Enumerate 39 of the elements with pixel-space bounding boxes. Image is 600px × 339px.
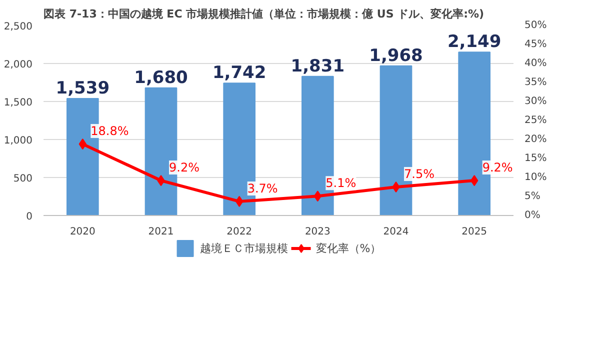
data-label: 2,149 — [447, 32, 502, 52]
legend-label: 変化率（%） — [316, 240, 382, 256]
y2-tick-label: 45% — [524, 39, 547, 50]
y-tick-label: 2,500 — [4, 22, 33, 32]
x-tick-label: 2021 — [148, 226, 174, 238]
y-tick-label: 1,000 — [4, 136, 33, 146]
data-label: 18.8% — [90, 124, 129, 138]
x-tick-label: 2025 — [462, 226, 488, 238]
legend-label: 越境ＥＣ市場規模 — [200, 240, 288, 256]
data-label: 5.1% — [326, 176, 356, 190]
y-tick-label: 2,000 — [4, 60, 33, 70]
x-tick-label: 2020 — [70, 226, 96, 238]
data-label: 3.7% — [247, 181, 278, 196]
y2-tick-label: 20% — [524, 134, 547, 145]
data-label: 1,742 — [212, 63, 266, 84]
x-tick-label: 2022 — [226, 226, 252, 238]
y2-tick-label: 40% — [524, 58, 547, 69]
data-label: 1,831 — [290, 56, 345, 76]
x-tick-label: 2024 — [383, 226, 409, 238]
data-label: 1,680 — [134, 68, 188, 88]
data-label: 1,968 — [369, 46, 423, 66]
y2-tick-label: 35% — [524, 77, 547, 88]
y2-tick-label: 25% — [524, 115, 547, 126]
y2-tick-label: 15% — [524, 153, 547, 164]
y2-tick-label: 0% — [524, 210, 540, 221]
y2-tick-label: 50% — [524, 20, 547, 31]
y-tick-label: 0 — [26, 212, 33, 222]
point — [392, 182, 400, 192]
chart-title: 図表 7-13：中国の越境 EC 市場規模推計値（単位：市場規模：億 US ドル、変化率:%) — [44, 8, 484, 20]
y2-tick-label: 5% — [524, 191, 540, 202]
y-tick-label: 1,500 — [4, 98, 33, 108]
x-tick-label: 2023 — [304, 226, 330, 238]
y-tick-label: 500 — [13, 174, 33, 184]
y2-tick-label: 30% — [524, 96, 547, 107]
data-label: 1,539 — [56, 78, 110, 99]
y2-tick-label: 10% — [524, 172, 547, 183]
data-label: 7.5% — [404, 167, 434, 181]
data-label: 9.2% — [169, 160, 200, 175]
data-label: 9.2% — [482, 160, 513, 175]
